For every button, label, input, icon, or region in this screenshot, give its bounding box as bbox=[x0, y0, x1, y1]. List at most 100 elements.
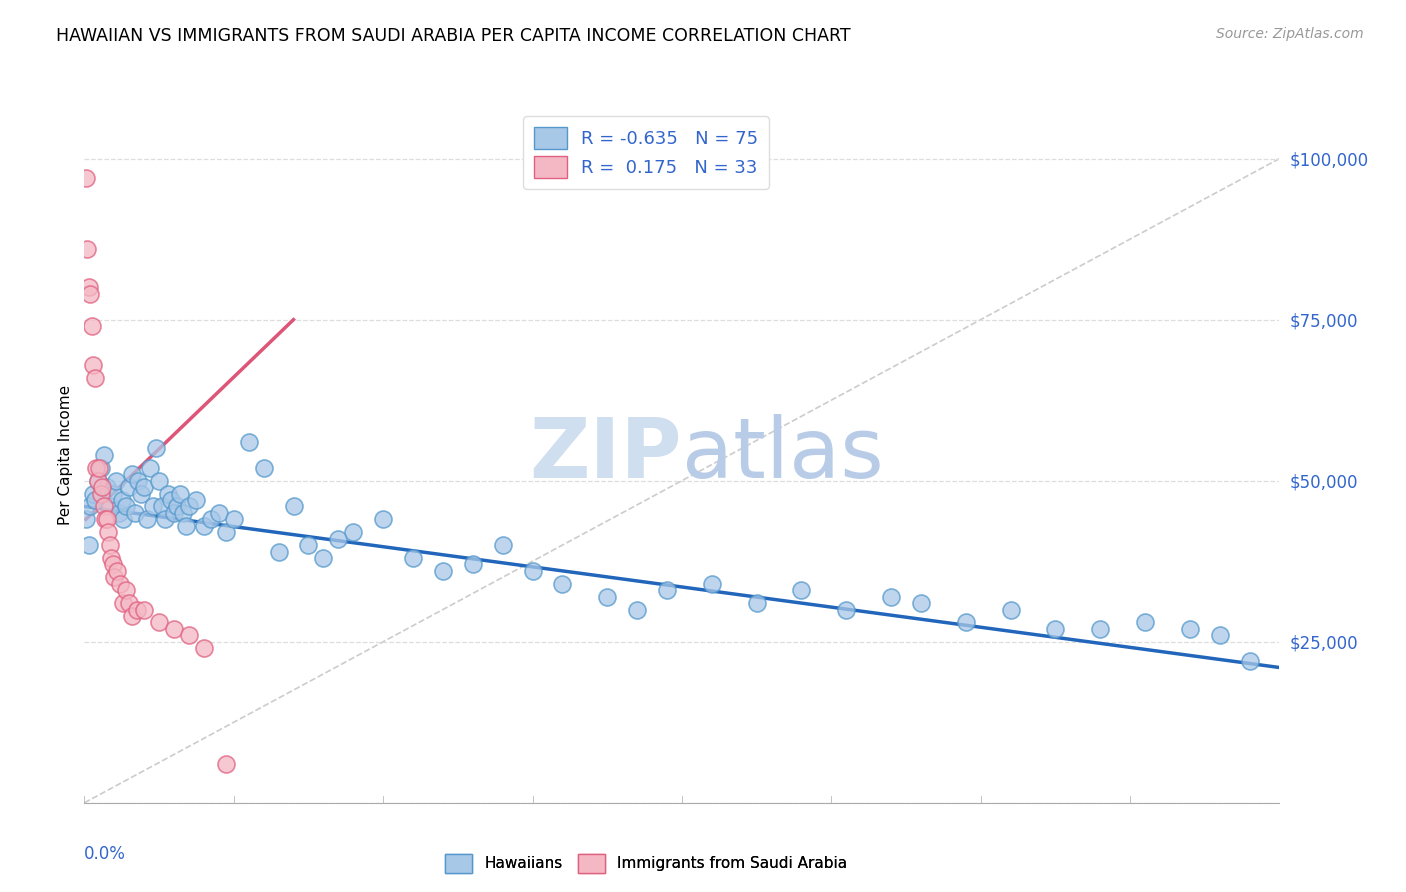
Point bbox=[139, 460, 162, 475]
Point bbox=[82, 358, 104, 372]
Point bbox=[76, 242, 98, 256]
Text: atlas: atlas bbox=[682, 415, 883, 495]
Point bbox=[402, 551, 425, 566]
Point bbox=[153, 512, 176, 526]
Point bbox=[82, 486, 104, 500]
Point bbox=[136, 512, 159, 526]
Point bbox=[112, 596, 135, 610]
Point bbox=[253, 460, 276, 475]
Point bbox=[1000, 602, 1022, 616]
Point bbox=[101, 486, 124, 500]
Point bbox=[1045, 622, 1067, 636]
Point bbox=[432, 564, 454, 578]
Point bbox=[551, 576, 574, 591]
Point bbox=[163, 622, 186, 636]
Point bbox=[107, 506, 129, 520]
Point bbox=[75, 512, 97, 526]
Point bbox=[83, 370, 105, 384]
Point bbox=[93, 500, 115, 514]
Point bbox=[93, 448, 115, 462]
Point bbox=[111, 493, 134, 508]
Point bbox=[87, 474, 110, 488]
Point bbox=[98, 538, 121, 552]
Point bbox=[1178, 622, 1201, 636]
Point bbox=[94, 512, 117, 526]
Point bbox=[238, 435, 260, 450]
Point bbox=[880, 590, 903, 604]
Point bbox=[1208, 628, 1232, 642]
Point bbox=[371, 512, 394, 526]
Point bbox=[297, 538, 319, 552]
Point bbox=[174, 518, 197, 533]
Point bbox=[90, 486, 112, 500]
Point bbox=[835, 602, 858, 616]
Point bbox=[1239, 654, 1261, 668]
Point bbox=[955, 615, 977, 630]
Point bbox=[163, 506, 186, 520]
Point bbox=[75, 170, 97, 185]
Point bbox=[77, 538, 100, 552]
Point bbox=[142, 500, 165, 514]
Point bbox=[83, 493, 105, 508]
Point bbox=[118, 596, 141, 610]
Point bbox=[700, 576, 723, 591]
Point bbox=[200, 512, 222, 526]
Point bbox=[492, 538, 515, 552]
Point bbox=[626, 602, 648, 616]
Point bbox=[103, 570, 125, 584]
Point bbox=[118, 480, 141, 494]
Point bbox=[208, 506, 231, 520]
Point bbox=[193, 518, 215, 533]
Text: 0.0%: 0.0% bbox=[84, 845, 127, 863]
Point bbox=[160, 493, 183, 508]
Point bbox=[77, 280, 100, 294]
Point bbox=[222, 512, 245, 526]
Point bbox=[104, 474, 127, 488]
Point bbox=[115, 583, 138, 598]
Point bbox=[166, 500, 188, 514]
Point bbox=[522, 564, 544, 578]
Point bbox=[97, 525, 120, 540]
Point bbox=[132, 602, 156, 616]
Point bbox=[80, 319, 103, 334]
Point bbox=[157, 486, 180, 500]
Text: Source: ZipAtlas.com: Source: ZipAtlas.com bbox=[1216, 27, 1364, 41]
Text: ZIP: ZIP bbox=[530, 415, 682, 495]
Point bbox=[186, 493, 208, 508]
Point bbox=[112, 512, 135, 526]
Point bbox=[596, 590, 619, 604]
Legend: Hawaiians, Immigrants from Saudi Arabia: Hawaiians, Immigrants from Saudi Arabia bbox=[439, 847, 853, 879]
Y-axis label: Per Capita Income: Per Capita Income bbox=[58, 384, 73, 525]
Point bbox=[328, 532, 350, 546]
Point bbox=[1133, 615, 1156, 630]
Point bbox=[121, 467, 143, 482]
Point bbox=[79, 286, 101, 301]
Point bbox=[790, 583, 813, 598]
Point bbox=[125, 602, 148, 616]
Point bbox=[110, 576, 132, 591]
Point bbox=[87, 474, 110, 488]
Point bbox=[121, 609, 143, 624]
Point bbox=[150, 500, 173, 514]
Point bbox=[283, 500, 305, 514]
Point bbox=[148, 615, 170, 630]
Point bbox=[105, 564, 128, 578]
Point bbox=[655, 583, 678, 598]
Point bbox=[172, 506, 194, 520]
Point bbox=[100, 551, 122, 566]
Point bbox=[127, 474, 149, 488]
Point bbox=[148, 474, 170, 488]
Point bbox=[91, 480, 114, 494]
Point bbox=[145, 442, 167, 456]
Point bbox=[115, 500, 138, 514]
Point bbox=[96, 512, 118, 526]
Point bbox=[89, 460, 111, 475]
Point bbox=[267, 544, 290, 558]
Point bbox=[215, 525, 238, 540]
Point bbox=[177, 500, 200, 514]
Point bbox=[86, 460, 108, 475]
Point bbox=[312, 551, 335, 566]
Point bbox=[132, 480, 156, 494]
Point bbox=[124, 506, 146, 520]
Point bbox=[461, 558, 484, 572]
